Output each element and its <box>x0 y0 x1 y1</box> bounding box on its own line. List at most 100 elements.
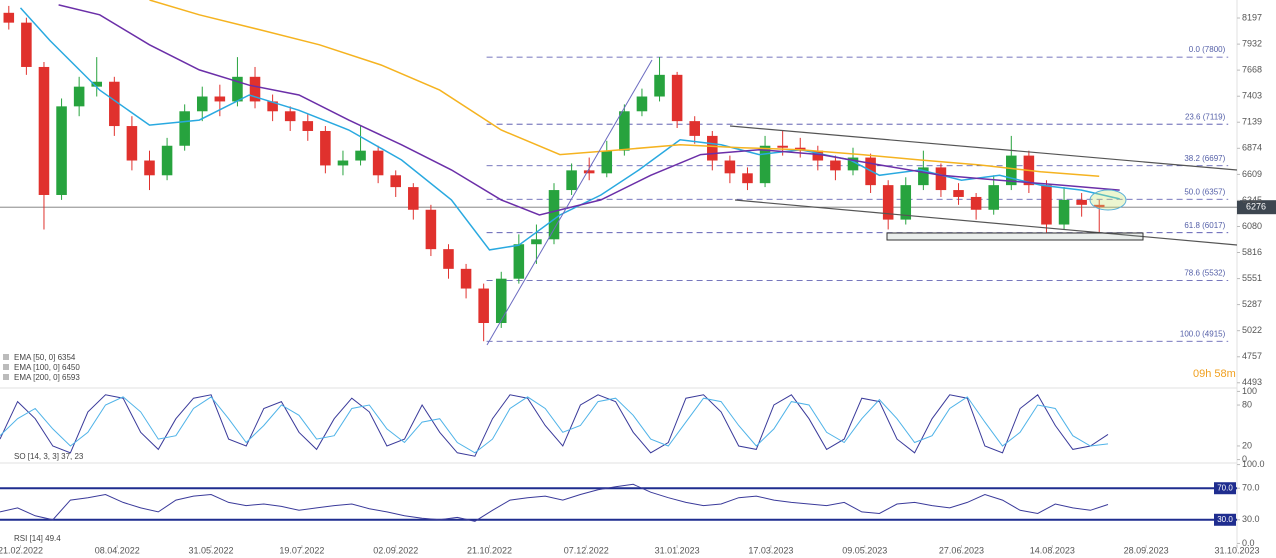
fib-trendline <box>486 59 653 346</box>
candle-body <box>267 101 278 112</box>
x-tick-label: 19.07.2022 <box>279 545 324 555</box>
oscillator-line <box>0 483 1109 522</box>
y-tick-label: 6345 <box>1242 195 1262 205</box>
candle-body <box>777 145 788 148</box>
legend-icon <box>3 374 9 380</box>
candle-body <box>654 74 665 97</box>
candle-body <box>3 12 15 23</box>
candle-body <box>56 106 67 195</box>
candle-body <box>73 86 85 107</box>
candle-body <box>372 150 384 176</box>
y-tick-label: 7139 <box>1242 117 1262 127</box>
channel-lower <box>734 199 1238 246</box>
candle-body <box>724 160 736 174</box>
x-tick-label: 17.03.2023 <box>748 545 793 555</box>
y-tick-label: 8197 <box>1242 12 1262 22</box>
candle-body <box>478 288 489 324</box>
fib-label: 100.0 (4915) <box>1180 329 1226 338</box>
candle-body <box>918 167 929 186</box>
candle-body <box>619 111 630 151</box>
fib-label: 78.6 (5532) <box>1184 269 1225 278</box>
candle-body <box>284 111 296 122</box>
candle-body <box>882 185 894 220</box>
y-tick-label: 4493 <box>1242 377 1262 387</box>
candle-body <box>460 268 472 289</box>
y-tick-label: 6609 <box>1242 169 1262 179</box>
level-label: 30.0 <box>1217 515 1233 524</box>
candle-body <box>953 190 964 197</box>
y-tick-label: 0.0 <box>1242 538 1255 548</box>
y-tick-label: 20 <box>1242 440 1252 450</box>
support-zone <box>886 232 1144 241</box>
y-tick-label: 7932 <box>1242 38 1262 48</box>
y-tick-label: 6874 <box>1242 143 1262 153</box>
legend-entry: EMA [200, 0] 6593 <box>14 373 80 382</box>
candle-body <box>935 167 947 191</box>
candle-body <box>408 187 419 210</box>
candle-body <box>109 81 120 127</box>
x-tick-label: 28.09.2023 <box>1124 545 1169 555</box>
x-tick-label: 21.10.2022 <box>467 545 512 555</box>
x-tick-label: 08.04.2022 <box>95 545 140 555</box>
x-tick-label: 31.01.2023 <box>655 545 700 555</box>
ema-line <box>19 7 1120 251</box>
fib-label: 0.0 (7800) <box>1189 45 1226 54</box>
candle-body <box>742 173 753 184</box>
fib-label: 61.8 (6017) <box>1184 221 1225 230</box>
x-tick-label: 21.02.2022 <box>0 545 43 555</box>
y-tick-label: 100.0 <box>1242 459 1265 469</box>
oscillator-line <box>0 394 1109 457</box>
candle-body <box>689 121 700 136</box>
ema-line <box>149 0 1100 178</box>
y-tick-label: 6080 <box>1242 221 1262 231</box>
candle-body <box>970 196 982 210</box>
candle-body <box>900 185 912 220</box>
channel-upper <box>729 125 1238 171</box>
indicator-label: SO [14, 3, 3] 37, 23 <box>14 452 84 461</box>
x-tick-label: 31.05.2022 <box>189 545 234 555</box>
y-tick-label: 70.0 <box>1242 483 1260 493</box>
candle-body <box>196 96 208 112</box>
candle-body <box>1093 204 1105 208</box>
countdown: 09h 58m <box>1193 368 1236 380</box>
candle-body <box>38 66 50 195</box>
last-price-label: 6276 <box>1246 202 1266 212</box>
candle-body <box>302 121 314 131</box>
candle-body <box>320 130 331 166</box>
fib-label: 23.6 (7119) <box>1185 112 1226 121</box>
x-tick-label: 09.05.2023 <box>842 545 887 555</box>
candle-body <box>847 157 859 171</box>
level-box <box>1214 513 1236 526</box>
candle-body <box>583 170 595 174</box>
candle-body <box>91 81 103 87</box>
candle-body <box>425 209 437 250</box>
candle-body <box>249 76 261 102</box>
legend-entry: EMA [50, 0] 6354 <box>14 353 76 362</box>
y-tick-label: 5022 <box>1242 325 1262 335</box>
x-tick-label: 07.12.2022 <box>564 545 609 555</box>
candle-body <box>531 239 542 245</box>
y-tick-label: 5816 <box>1242 247 1262 257</box>
candle-body <box>830 160 841 171</box>
price-panel: 0.0 (7800) 23.6 (7119) 38.2 (6697) 50.0 (63… <box>0 0 1276 382</box>
y-tick-label: 0 <box>1242 454 1247 464</box>
candle-body <box>548 190 560 240</box>
legend-entry: EMA [100, 0] 6450 <box>14 363 80 372</box>
candle-body <box>759 145 771 184</box>
candle-body <box>812 150 824 161</box>
candle-body <box>1058 199 1070 225</box>
ema-line <box>58 4 1120 216</box>
x-tick-label: 14.08.2023 <box>1030 545 1075 555</box>
candle-body <box>513 244 525 279</box>
last-price-box <box>1237 200 1276 215</box>
y-tick-label: 4757 <box>1242 351 1262 361</box>
fib-label: 38.2 (6697) <box>1184 154 1225 163</box>
y-tick-label: 30.0 <box>1242 514 1260 524</box>
candle-body <box>214 96 226 102</box>
oscillator-line <box>0 396 1109 454</box>
candle-body <box>1076 199 1087 205</box>
y-tick-label: 100 <box>1242 386 1257 396</box>
candle-body <box>443 249 454 269</box>
